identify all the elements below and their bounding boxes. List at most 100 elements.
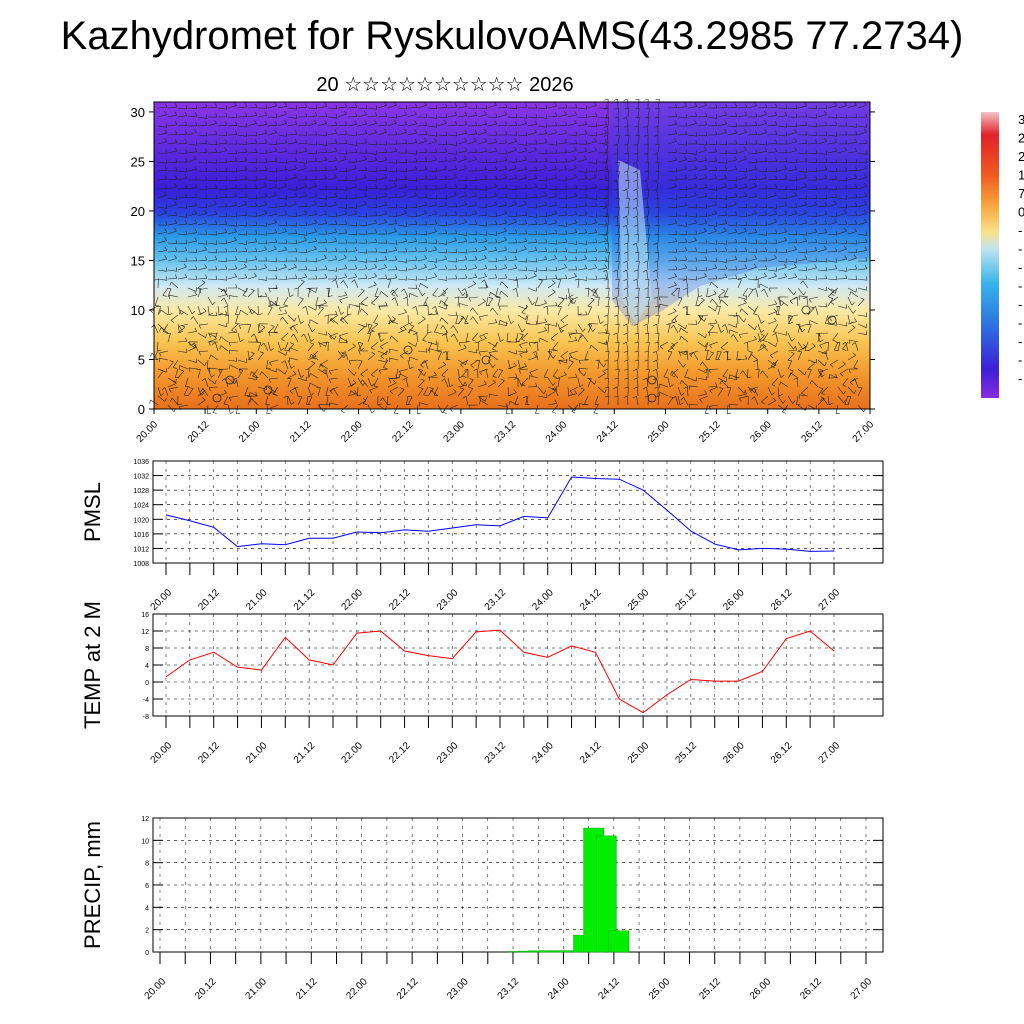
wind-barb-flag [393, 227, 397, 232]
wind-barb-flag [635, 107, 640, 110]
wind-barb-flag [325, 112, 328, 117]
wind-barb-flag [761, 401, 765, 405]
wind-barb-flag [485, 104, 488, 109]
wind-barb [394, 297, 399, 307]
wind-barb-flag [645, 341, 650, 344]
wind-barb [477, 249, 487, 253]
wind-barb-flag [574, 390, 577, 394]
wind-barb [287, 160, 297, 163]
wind-barb [157, 269, 167, 272]
wind-barb [310, 319, 319, 325]
wind-barb [167, 333, 171, 343]
wind-barb-flag [673, 182, 677, 187]
wind-barb-flag [224, 314, 229, 317]
wind-barb [441, 287, 449, 295]
wind-barb-flag [573, 299, 577, 304]
wind-barb [317, 332, 327, 336]
wind-barb [390, 386, 399, 392]
wind-barb-flag [375, 211, 378, 216]
wind-barb [777, 231, 787, 235]
wind-barb [217, 215, 227, 218]
wind-barb [777, 213, 787, 217]
wind-barb [547, 222, 557, 226]
wind-barb [686, 288, 689, 298]
wind-barb [627, 135, 630, 145]
wind-barb [284, 360, 289, 370]
wind-barb [837, 269, 847, 272]
wind-barb [687, 215, 697, 218]
wind-barb [577, 178, 587, 181]
wind-barb-flag [269, 300, 271, 305]
wind-barb [697, 134, 707, 137]
wind-barb-flag [823, 245, 827, 250]
wind-barb [687, 278, 697, 281]
wind-barb-flag [563, 371, 567, 375]
wind-barb [327, 269, 337, 272]
wind-barb-flag [353, 164, 357, 169]
wind-barb [237, 160, 247, 163]
wind-barb-flag [255, 167, 258, 172]
wind-barb-flag [260, 342, 265, 347]
wind-barb-flag [845, 167, 848, 172]
wind-barb [407, 215, 417, 217]
wind-barb [507, 141, 517, 145]
wind-barb-flag [595, 296, 600, 299]
wind-barb-flag [588, 323, 591, 328]
wind-barb-flag [694, 237, 697, 241]
wind-barb [567, 167, 577, 172]
wind-barb-flag [585, 276, 588, 281]
wind-barb-flag [834, 289, 837, 294]
wind-barb-flag [865, 113, 868, 118]
wind-barb [537, 116, 547, 119]
wind-barb-flag [593, 412, 598, 414]
wind-barb-flag [295, 105, 298, 110]
wind-barb-flag [465, 274, 468, 279]
wind-barb-flag [235, 212, 238, 217]
wind-barb [687, 240, 697, 244]
wind-barb [837, 197, 847, 200]
wind-barb-flag [655, 206, 660, 209]
wind-barb [534, 296, 539, 306]
wind-barb-flag [554, 210, 557, 214]
wind-barb-flag [558, 360, 561, 365]
wind-barb-flag [255, 139, 258, 144]
wind-barb [517, 377, 522, 387]
wind-barb [367, 115, 377, 118]
wind-barb-flag [564, 111, 567, 115]
wind-barb-flag [354, 210, 358, 215]
wind-barb [424, 360, 429, 370]
wind-barb [557, 125, 567, 127]
wind-barb [685, 306, 689, 316]
wind-barb [807, 107, 817, 110]
wind-barb [737, 143, 747, 146]
wind-barb-flag [765, 239, 768, 244]
wind-barb [377, 104, 387, 109]
wind-barb-flag [535, 140, 538, 145]
wind-barb [237, 204, 247, 208]
wind-barb [557, 132, 567, 136]
wind-barb-flag [782, 400, 786, 404]
wind-barb [757, 161, 767, 163]
wind-barb-flag [190, 316, 194, 320]
wind-barb-flag [835, 239, 838, 244]
wind-barb-flag [535, 104, 538, 109]
wind-barb [277, 350, 286, 356]
x-tick-label: 23.12 [493, 419, 519, 445]
wind-barb-flag [324, 210, 328, 215]
wind-barb [287, 278, 297, 280]
wind-barb [789, 314, 799, 318]
wind-barb-flag [174, 183, 177, 187]
wind-barb-flag [499, 290, 502, 295]
wind-barb-flag [485, 175, 488, 180]
wind-barb-flag [784, 273, 787, 277]
wind-barb [497, 332, 501, 342]
wind-barb-flag [403, 191, 407, 196]
wind-barb [757, 250, 767, 253]
wind-barb [667, 222, 677, 226]
wind-barb [606, 144, 609, 154]
wind-barb [217, 242, 228, 244]
wind-barb-flag [424, 255, 427, 259]
wind-barb [787, 395, 793, 404]
wind-barb [626, 225, 629, 235]
wind-barb [447, 124, 457, 127]
